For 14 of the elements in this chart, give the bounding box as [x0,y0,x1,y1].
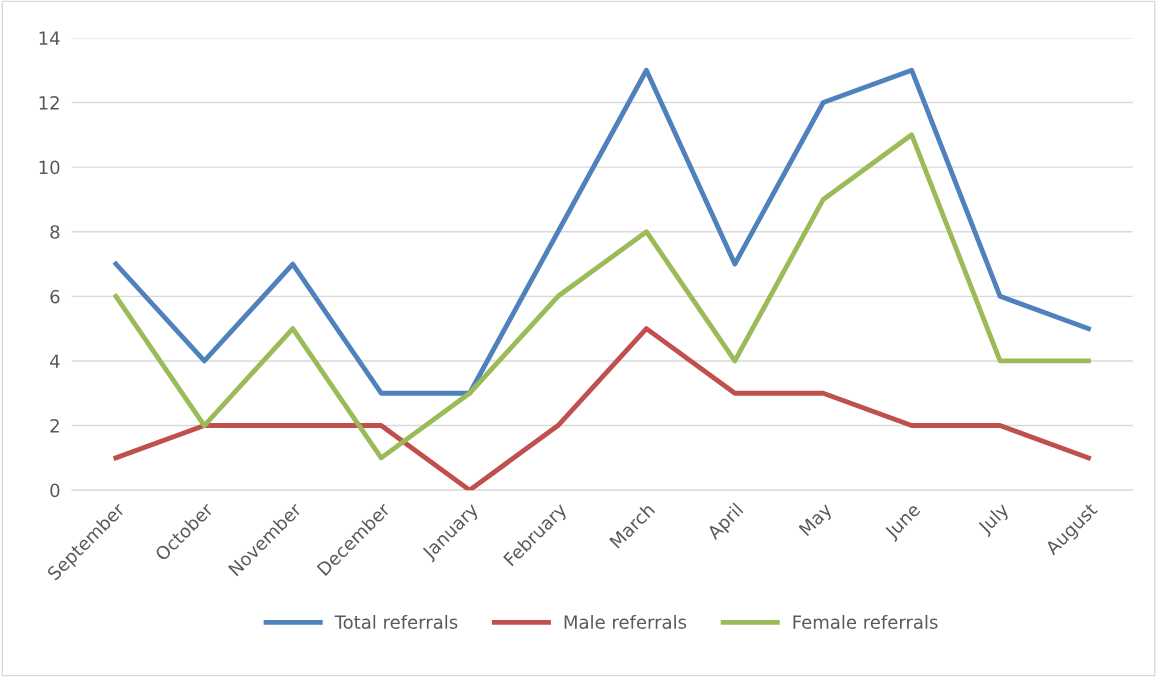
line-series [113,326,1091,491]
y-tick-label: 8 [50,225,60,239]
legend-label: Total referrals [334,614,458,629]
y-tick-label: 6 [50,289,60,304]
line-series [113,67,1091,396]
y-tick-label: 4 [50,354,60,368]
y-tick-label: 10 [39,160,60,175]
y-tick-label: 0 [50,483,60,498]
y-tick-label: 2 [50,419,59,433]
y-tick-label: 12 [39,95,59,110]
legend-label: Female referrals [793,614,938,629]
y-tick-label: 14 [39,31,60,45]
legend-label: Male referrals [564,614,687,629]
line-series [113,132,1091,461]
